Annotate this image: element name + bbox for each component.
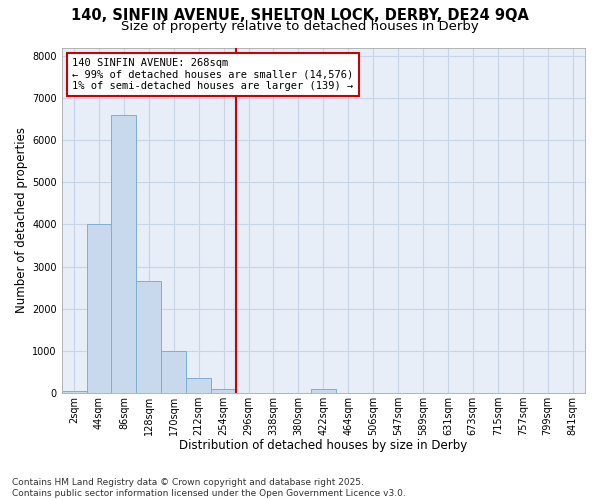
Text: 140, SINFIN AVENUE, SHELTON LOCK, DERBY, DE24 9QA: 140, SINFIN AVENUE, SHELTON LOCK, DERBY,… bbox=[71, 8, 529, 22]
Bar bbox=[161, 351, 186, 393]
Bar bbox=[136, 282, 161, 393]
Text: 140 SINFIN AVENUE: 268sqm
← 99% of detached houses are smaller (14,576)
1% of se: 140 SINFIN AVENUE: 268sqm ← 99% of detac… bbox=[72, 58, 353, 91]
Bar bbox=[211, 389, 236, 393]
Bar bbox=[86, 224, 112, 393]
X-axis label: Distribution of detached houses by size in Derby: Distribution of detached houses by size … bbox=[179, 440, 467, 452]
Bar bbox=[311, 389, 336, 393]
Text: Contains HM Land Registry data © Crown copyright and database right 2025.
Contai: Contains HM Land Registry data © Crown c… bbox=[12, 478, 406, 498]
Text: Size of property relative to detached houses in Derby: Size of property relative to detached ho… bbox=[121, 20, 479, 33]
Y-axis label: Number of detached properties: Number of detached properties bbox=[15, 128, 28, 314]
Bar bbox=[112, 115, 136, 393]
Bar bbox=[186, 378, 211, 393]
Bar bbox=[62, 391, 86, 393]
